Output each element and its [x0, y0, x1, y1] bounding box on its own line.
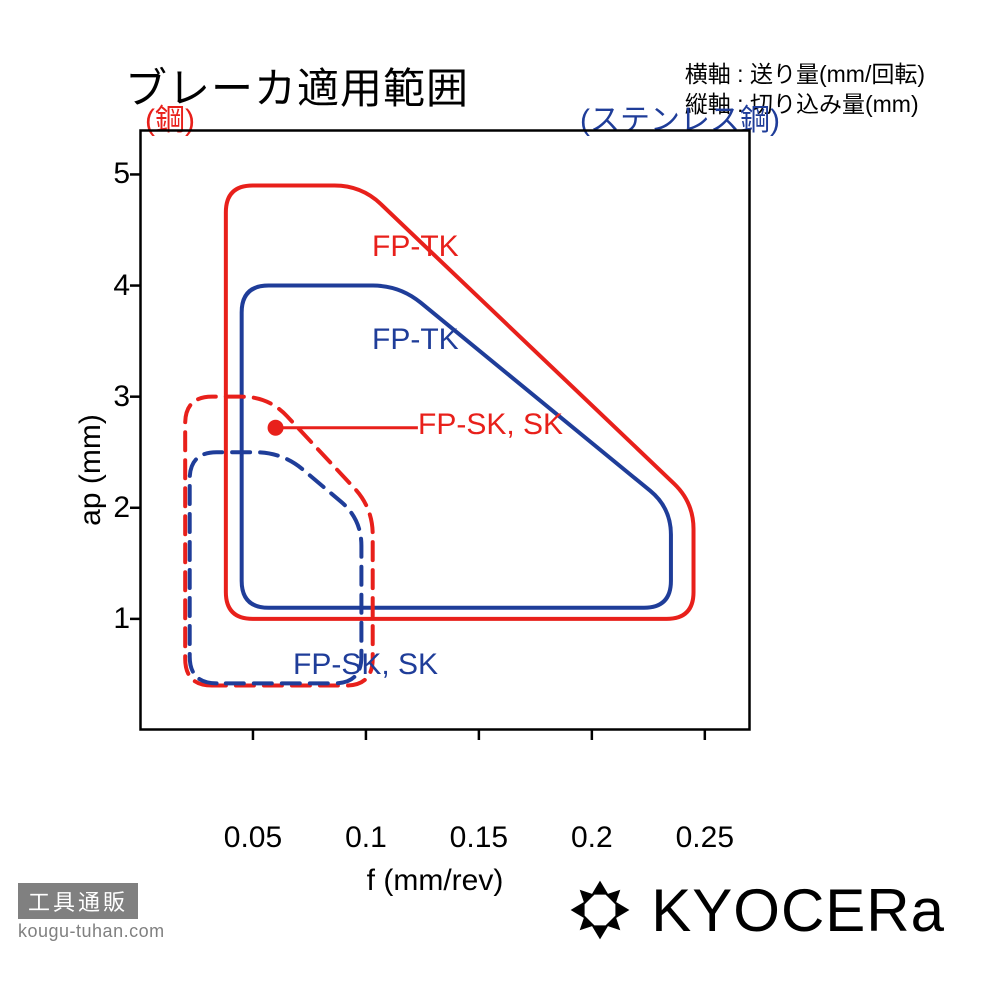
- vendor-url: kougu-tuhan.com: [18, 921, 165, 942]
- brand-logo-block: KYOCERa: [565, 875, 945, 945]
- chart-area: (鋼) (ステンレス鋼) ap (mm) f (mm/rev) 123450.0…: [90, 130, 780, 810]
- vendor-name: 工具通販: [18, 883, 138, 919]
- legend-line-1: 横軸 : 送り量(mm/回転): [685, 60, 925, 90]
- series-label-fp-sk-blue: FP-SK, SK: [293, 648, 438, 682]
- y-tick: 2: [80, 491, 130, 525]
- x-tick: 0.25: [676, 821, 734, 855]
- y-tick: 3: [80, 380, 130, 414]
- kyocera-icon: [565, 875, 635, 945]
- y-tick: 1: [80, 602, 130, 636]
- series-fp-sk-red: [185, 397, 373, 686]
- x-tick: 0.15: [450, 821, 508, 855]
- y-tick: 5: [80, 157, 130, 191]
- series-marker-fp-sk-red: [268, 420, 284, 436]
- vendor-watermark: 工具通販 kougu-tuhan.com: [18, 883, 165, 942]
- series-fp-tk-red: [226, 186, 694, 619]
- series-label-fp-sk-red: FP-SK, SK: [418, 408, 563, 442]
- y-tick: 4: [80, 269, 130, 303]
- x-tick: 0.1: [345, 821, 387, 855]
- series-label-fp-tk-blue: FP-TK: [372, 323, 459, 357]
- x-tick: 0.05: [224, 821, 282, 855]
- series-label-fp-tk-red: FP-TK: [372, 230, 459, 264]
- x-tick: 0.2: [571, 821, 613, 855]
- brand-name: KYOCERa: [651, 876, 945, 945]
